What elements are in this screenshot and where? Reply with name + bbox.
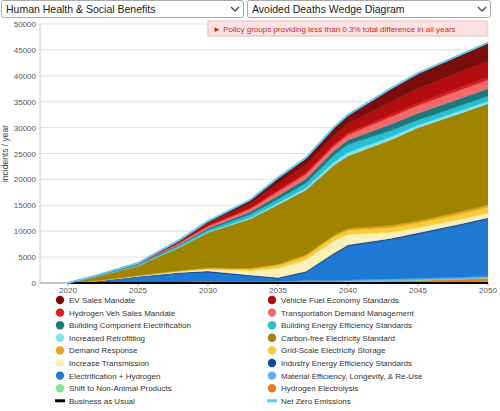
- x-tick-label: 2025: [129, 286, 147, 295]
- legend: EV Sales Mandate Vehicle Fuel Economy Sta…: [55, 296, 423, 406]
- legend-item[interactable]: Demand Response: [56, 346, 138, 355]
- legend-swatch[interactable]: [56, 296, 64, 304]
- line: [68, 43, 488, 283]
- y-tick-label: 25000: [14, 150, 37, 159]
- select[interactable]: Avoided Deaths Wedge Diagram: [248, 1, 491, 18]
- legend-label[interactable]: Increase Transmission: [69, 359, 149, 368]
- x-tick-label: 2030: [199, 286, 217, 295]
- legend-item[interactable]: Increase Transmission: [56, 359, 149, 368]
- legend-item[interactable]: Hydrogen Veh Sales Mandate: [56, 308, 176, 317]
- select-chevron: [231, 7, 239, 11]
- y-tick-label: 10000: [14, 227, 37, 236]
- grid-line: [40, 283, 488, 284]
- legend-swatch[interactable]: [56, 346, 64, 354]
- y-axis: [40, 24, 41, 283]
- select-box[interactable]: [2, 1, 244, 18]
- legend-label[interactable]: Shift to Non-Animal Products: [69, 384, 172, 393]
- legend-item[interactable]: Vehicle Fuel Economy Standards: [268, 296, 399, 305]
- legend-item[interactable]: Increased Retrofitting: [56, 334, 145, 343]
- legend-item[interactable]: Hydrogen Electrolysis: [268, 384, 359, 393]
- legend-item[interactable]: Industry Energy Efficiency Standards: [268, 359, 412, 368]
- legend-label[interactable]: EV Sales Mandate: [69, 296, 136, 305]
- notice-text[interactable]: ► Policy groups providing less than 0.3%…: [213, 25, 456, 34]
- legend-item[interactable]: Electrification + Hydrogen: [56, 371, 161, 380]
- legend-swatch[interactable]: [268, 296, 276, 304]
- legend-swatch[interactable]: [55, 399, 65, 402]
- legend-swatch[interactable]: [268, 384, 276, 392]
- legend-label[interactable]: Demand Response: [69, 346, 138, 355]
- x-axis: [40, 283, 488, 284]
- legend-item[interactable]: Carbon-free Electricity Standard: [268, 334, 395, 343]
- y-tick-label: 0: [32, 279, 37, 288]
- x-tick-label: 2050: [479, 286, 497, 295]
- legend-label[interactable]: Increased Retrofitting: [69, 334, 145, 343]
- select-chevron: [478, 7, 486, 11]
- legend-swatch[interactable]: [268, 371, 276, 379]
- select-label[interactable]: Human Health & Social Benefits: [6, 3, 155, 15]
- legend-swatch[interactable]: [268, 359, 276, 367]
- y-axis-label: incidents / year: [0, 125, 10, 182]
- y-tick-label: 30000: [14, 124, 37, 133]
- legend-label[interactable]: Material Efficiency, Longevity, & Re-Use: [281, 372, 423, 381]
- y-tick-label: 5000: [18, 253, 36, 262]
- legend-swatch[interactable]: [56, 371, 64, 379]
- legend-item[interactable]: Shift to Non-Animal Products: [56, 384, 172, 393]
- select[interactable]: Human Health & Social Benefits: [2, 1, 244, 18]
- legend-item[interactable]: Transportation Demand Management: [268, 308, 415, 317]
- legend-label[interactable]: Net Zero Emissions: [281, 397, 351, 406]
- legend-swatch[interactable]: [56, 334, 64, 342]
- area: [68, 43, 488, 283]
- legend-label[interactable]: Industry Energy Efficiency Standards: [281, 359, 412, 368]
- x-tick-label: 2040: [339, 286, 357, 295]
- legend-item[interactable]: Grid-Scale Electricity Storage: [268, 346, 386, 355]
- notice[interactable]: ► Policy groups providing less than 0.3%…: [208, 21, 487, 36]
- y-tick-label: 35000: [14, 98, 37, 107]
- axes: 0 5000 10000 15000 20000 25000 30000 35000 40000…: [0, 20, 497, 295]
- legend-item[interactable]: Business as Usual: [55, 397, 135, 406]
- legend-label[interactable]: Hydrogen Veh Sales Mandate: [69, 309, 176, 318]
- area: [68, 61, 488, 283]
- legend-label[interactable]: Grid-Scale Electricity Storage: [281, 346, 386, 355]
- y-tick-label: 40000: [14, 72, 37, 81]
- legend-swatch[interactable]: [56, 321, 64, 329]
- y-tick-label: 20000: [14, 175, 37, 184]
- legend-item[interactable]: Net Zero Emissions: [267, 397, 351, 406]
- grid-line: [40, 49, 488, 50]
- y-tick-label: 45000: [14, 46, 37, 55]
- x-tick-label: 2035: [269, 286, 287, 295]
- legend-label[interactable]: Carbon-free Electricity Standard: [281, 334, 395, 343]
- line: [68, 282, 488, 284]
- legend-swatch[interactable]: [268, 321, 276, 329]
- legend-swatch[interactable]: [56, 384, 64, 392]
- legend-label[interactable]: Transportation Demand Management: [281, 309, 414, 318]
- legend-label[interactable]: Building Energy Efficiency Standards: [281, 321, 412, 330]
- legend-item[interactable]: Material Efficiency, Longevity, & Re-Use: [268, 371, 423, 380]
- x-tick-label: 2020: [59, 286, 77, 295]
- legend-swatch[interactable]: [268, 334, 276, 342]
- legend-swatch[interactable]: [268, 308, 276, 316]
- x-tick-label: 2045: [409, 286, 427, 295]
- legend-item[interactable]: Building Energy Efficiency Standards: [268, 321, 412, 330]
- legend-swatch[interactable]: [267, 399, 277, 402]
- select-box[interactable]: [248, 1, 491, 18]
- select-label[interactable]: Avoided Deaths Wedge Diagram: [252, 3, 405, 15]
- legend-label[interactable]: Vehicle Fuel Economy Standards: [281, 296, 399, 305]
- legend-label[interactable]: Business as Usual: [69, 397, 135, 406]
- legend-label[interactable]: Hydrogen Electrolysis: [281, 384, 358, 393]
- chart: Human Health & Social Benefits Avoided De…: [0, 0, 500, 411]
- legend-swatch[interactable]: [56, 308, 64, 316]
- legend-item[interactable]: EV Sales Mandate: [56, 296, 136, 305]
- legend-label[interactable]: Building Component Electrification: [69, 321, 191, 330]
- y-tick-label: 15000: [14, 201, 37, 210]
- notice-box[interactable]: [208, 21, 487, 36]
- legend-swatch[interactable]: [56, 359, 64, 367]
- y-tick-label: 50000: [14, 20, 37, 29]
- legend-item[interactable]: Building Component Electrification: [56, 321, 191, 330]
- legend-swatch[interactable]: [268, 346, 276, 354]
- legend-label[interactable]: Electrification + Hydrogen: [69, 372, 160, 381]
- plot-area: [68, 43, 488, 283]
